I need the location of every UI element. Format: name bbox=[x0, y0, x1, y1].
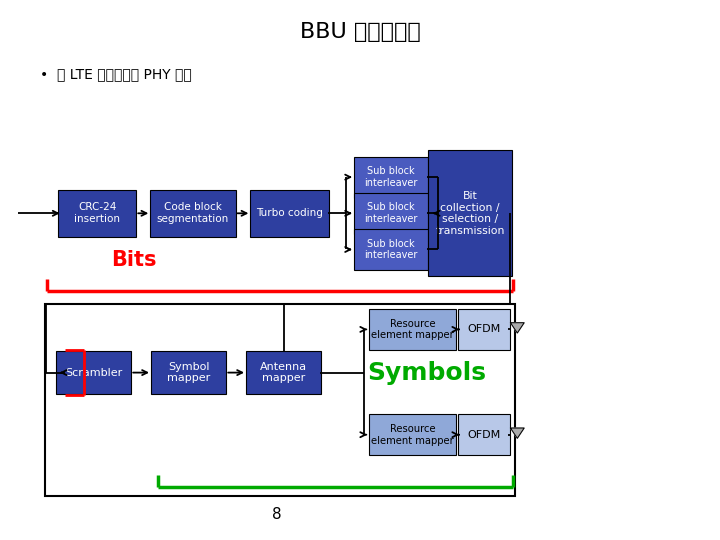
FancyBboxPatch shape bbox=[369, 309, 456, 350]
FancyBboxPatch shape bbox=[56, 351, 131, 394]
Text: Scrambler: Scrambler bbox=[65, 368, 122, 377]
Text: Symbol
mapper: Symbol mapper bbox=[167, 362, 210, 383]
Text: Resource
element mapper: Resource element mapper bbox=[372, 319, 454, 340]
Text: Resource
element mapper: Resource element mapper bbox=[372, 424, 454, 446]
FancyBboxPatch shape bbox=[354, 193, 428, 234]
Text: BBU 的功能介紹: BBU 的功能介紹 bbox=[300, 22, 420, 43]
FancyBboxPatch shape bbox=[428, 150, 512, 276]
Text: Sub block
interleaver: Sub block interleaver bbox=[364, 166, 418, 188]
FancyBboxPatch shape bbox=[458, 309, 510, 350]
FancyBboxPatch shape bbox=[354, 229, 428, 270]
FancyBboxPatch shape bbox=[58, 190, 137, 237]
Text: Sub block
interleaver: Sub block interleaver bbox=[364, 239, 418, 260]
FancyBboxPatch shape bbox=[458, 414, 510, 455]
Text: Code block
segmentation: Code block segmentation bbox=[157, 202, 229, 224]
FancyBboxPatch shape bbox=[150, 190, 236, 237]
Text: Bits: Bits bbox=[112, 250, 157, 270]
Text: Symbols: Symbols bbox=[367, 361, 486, 384]
FancyBboxPatch shape bbox=[369, 414, 456, 455]
Text: Turbo coding: Turbo coding bbox=[256, 208, 323, 218]
Text: OFDM: OFDM bbox=[467, 430, 500, 440]
Text: Antenna
mapper: Antenna mapper bbox=[260, 362, 307, 383]
Text: CRC-24
insertion: CRC-24 insertion bbox=[74, 202, 120, 224]
Text: Sub block
interleaver: Sub block interleaver bbox=[364, 202, 418, 224]
FancyBboxPatch shape bbox=[151, 351, 226, 394]
Polygon shape bbox=[510, 428, 524, 438]
FancyBboxPatch shape bbox=[354, 157, 428, 198]
Polygon shape bbox=[510, 323, 524, 333]
Text: 8: 8 bbox=[272, 507, 282, 522]
Text: •  以 LTE 規格的下行 PHY 為例: • 以 LTE 規格的下行 PHY 為例 bbox=[40, 68, 192, 82]
FancyBboxPatch shape bbox=[251, 190, 328, 237]
FancyBboxPatch shape bbox=[246, 351, 321, 394]
Text: OFDM: OFDM bbox=[467, 325, 500, 334]
Text: Bit
collection /
selection /
transmission: Bit collection / selection / transmissio… bbox=[436, 191, 505, 235]
